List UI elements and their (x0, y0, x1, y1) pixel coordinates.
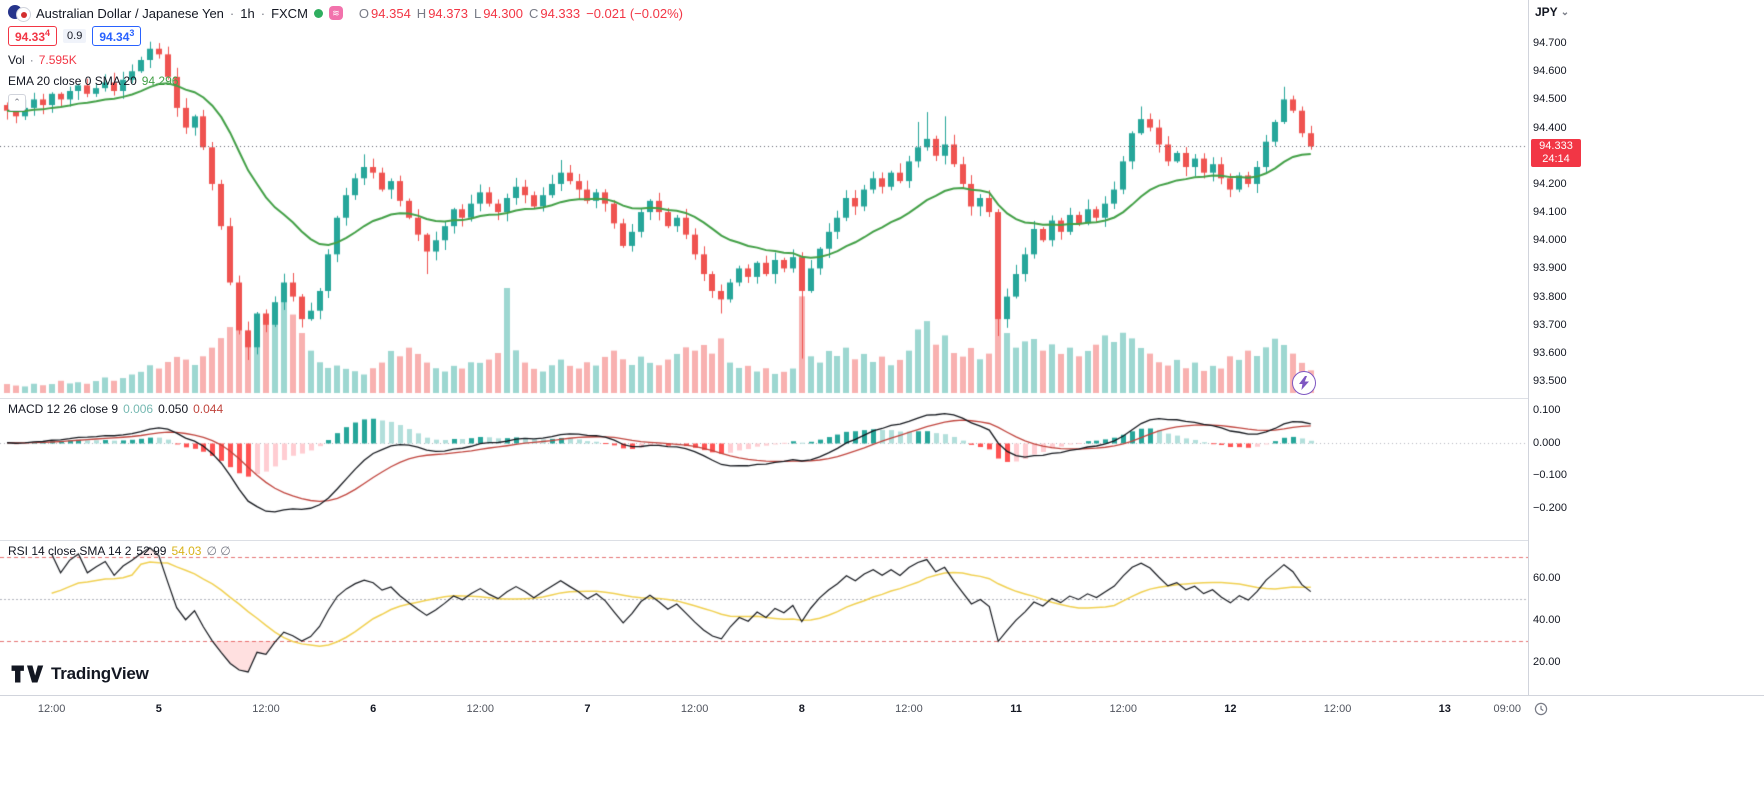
countdown-timer: 24:14 (1542, 153, 1570, 166)
time-tick: 12:00 (680, 703, 709, 715)
axis-tick: 40.00 (1533, 614, 1561, 627)
volume-label: Vol (8, 53, 25, 67)
bid-ask-row: 94.334 0.9 94.343 (8, 26, 142, 46)
low-label: L (473, 5, 482, 21)
time-tick: 12:00 (1109, 703, 1138, 715)
time-tick: 11 (1010, 703, 1022, 715)
clock-icon[interactable] (1534, 702, 1548, 721)
axis-tick: 94.500 (1533, 93, 1567, 106)
price-pane-canvas[interactable] (0, 0, 1528, 398)
axis-tick: 94.200 (1533, 177, 1567, 190)
lightning-icon[interactable] (1292, 371, 1316, 395)
bid-button[interactable]: 94.334 (8, 26, 58, 46)
axis-tick: 94.700 (1533, 37, 1567, 50)
time-tick: 8 (798, 703, 805, 715)
brand-name: TradingView (51, 664, 149, 683)
ma-legend[interactable]: EMA 20 close 0 SMA 20 94.296 (8, 74, 178, 88)
symbol-title: Australian Dollar / Japanese Yen (36, 5, 224, 21)
axis-tick: −0.200 (1533, 501, 1567, 514)
ask-sup: 3 (129, 28, 135, 38)
time-tick: 09:00 (1493, 703, 1521, 715)
time-tick: 7 (584, 703, 591, 715)
rsi-value: 52.99 (136, 544, 167, 558)
time-tick: 13 (1438, 703, 1451, 715)
macd-hist-value: 0.006 (123, 402, 154, 416)
axis-tick: 94.600 (1533, 65, 1567, 78)
axis-tick: 94.400 (1533, 121, 1567, 134)
axis-tick: 20.00 (1533, 656, 1561, 669)
time-axis[interactable]: 12:00 5 12:00 6 12:00 7 12:00 8 12:00 11 12:00 12 12… (0, 695, 1764, 812)
axis-tick: 93.800 (1533, 290, 1567, 303)
symbol-flag-icon (8, 4, 31, 22)
time-tick: 5 (155, 703, 162, 715)
axis-tick: 93.700 (1533, 318, 1567, 331)
ma-label: EMA 20 close 0 SMA 20 (8, 74, 137, 88)
macd-signal-value: 0.044 (193, 402, 224, 416)
bid-value: 94.33 (15, 30, 46, 44)
axis-tick: 60.00 (1533, 572, 1561, 584)
tradingview-logo-icon (11, 665, 44, 683)
data-mode-icon[interactable]: ≋ (328, 6, 343, 20)
ma-value: 94.296 (141, 74, 179, 88)
legend-collapse-button[interactable]: ⌃ (8, 94, 26, 111)
time-tick: 12:00 (37, 703, 66, 715)
time-tick: 12:00 (895, 703, 923, 715)
axis-tick: 0.100 (1533, 404, 1561, 417)
volume-legend[interactable]: Vol · 7.595K (8, 53, 77, 67)
last-price-badge: 94.333 24:14 (1531, 139, 1581, 168)
high-value: 94.373 (428, 5, 468, 21)
price-axis[interactable]: JPY ⌄ 94.333 24:14 94.700 94.600 94.500 94.… (1528, 0, 1764, 695)
low-value: 94.300 (483, 5, 523, 21)
close-value: 94.333 (540, 5, 581, 21)
last-price-value: 94.333 (1539, 140, 1573, 153)
macd-legend[interactable]: MACD 12 26 close 9 0.006 0.050 0.044 (8, 402, 223, 416)
rsi-label: RSI 14 close SMA 14 2 (8, 544, 132, 558)
open-value: 94.354 (371, 5, 411, 21)
timeframe-label[interactable]: 1h (240, 5, 255, 21)
time-tick: 12:00 (1323, 703, 1352, 715)
exchange-label: FXCM (271, 5, 308, 21)
axis-tick: 0.000 (1533, 436, 1561, 449)
rsi-extra: ∅ ∅ (206, 544, 231, 558)
open-label: O (358, 5, 370, 21)
time-tick: 6 (370, 703, 377, 715)
chevron-down-icon: ⌄ (1560, 6, 1570, 18)
time-tick: 12 (1224, 703, 1237, 715)
pane-separator[interactable] (0, 540, 1764, 541)
axis-tick: 94.000 (1533, 234, 1567, 247)
bid-sup: 4 (45, 28, 51, 38)
rsi-ma-value: 54.03 (171, 544, 202, 558)
separator-dot: · (29, 53, 34, 67)
separator-dot: · (229, 5, 235, 21)
axis-tick: 94.100 (1533, 206, 1567, 219)
time-tick: 12:00 (252, 703, 280, 715)
pane-separator[interactable] (0, 398, 1764, 399)
rsi-pane-canvas[interactable] (0, 540, 1528, 695)
axis-tick: 93.500 (1533, 375, 1567, 388)
time-tick: 12:00 (466, 703, 495, 715)
macd-pane-canvas[interactable] (0, 398, 1528, 540)
volume-value: 7.595K (38, 53, 77, 67)
rsi-legend[interactable]: RSI 14 close SMA 14 2 52.99 54.03 ∅ ∅ (8, 544, 231, 558)
macd-label: MACD 12 26 close 9 (8, 402, 119, 416)
axis-tick: 93.900 (1533, 262, 1567, 275)
tradingview-watermark: TradingView (10, 663, 149, 685)
macd-line-value: 0.050 (158, 402, 189, 416)
separator-dot: · (260, 5, 266, 21)
currency-label: JPY (1535, 5, 1558, 19)
ask-button[interactable]: 94.343 (92, 26, 142, 46)
currency-selector[interactable]: JPY ⌄ (1535, 5, 1569, 19)
chevron-up-icon: ⌃ (13, 97, 21, 107)
change-value: −0.021 (−0.02%) (586, 5, 683, 21)
symbol-legend[interactable]: Australian Dollar / Japanese Yen · 1h · … (8, 4, 683, 22)
axis-tick: 93.600 (1533, 346, 1567, 359)
spread-value: 0.9 (63, 29, 87, 43)
ask-value: 94.34 (99, 30, 130, 44)
high-label: H (416, 5, 427, 21)
close-label: C (528, 5, 539, 21)
axis-tick: −0.100 (1533, 469, 1567, 482)
market-status-icon[interactable] (313, 8, 323, 18)
